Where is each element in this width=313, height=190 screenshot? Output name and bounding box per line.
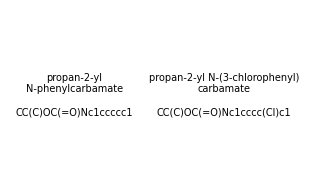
- Text: propan-2-yl
N-phenylcarbamate

CC(C)OC(=O)Nc1ccccc1: propan-2-yl N-phenylcarbamate CC(C)OC(=O…: [16, 73, 133, 117]
- Text: propan-2-yl N-(3-chlorophenyl)
carbamate

CC(C)OC(=O)Nc1cccc(Cl)c1: propan-2-yl N-(3-chlorophenyl) carbamate…: [149, 73, 299, 117]
